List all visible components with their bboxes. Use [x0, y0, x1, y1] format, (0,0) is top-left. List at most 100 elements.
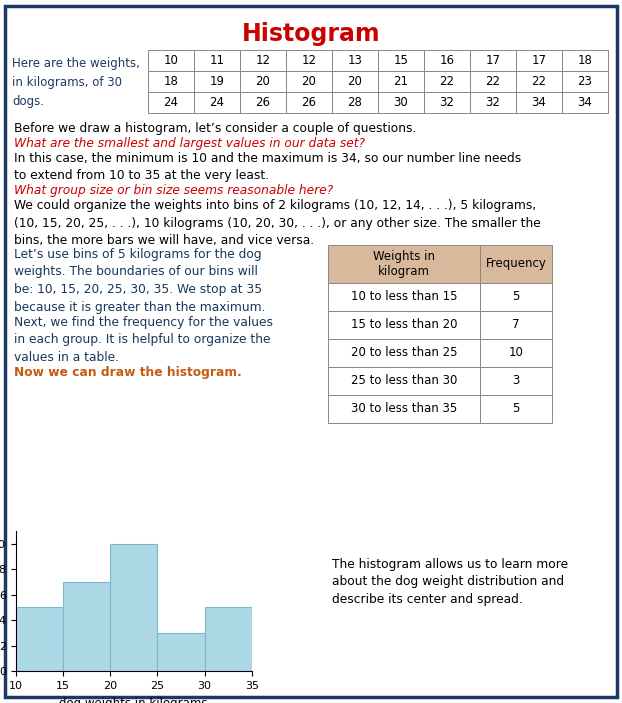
- Bar: [328, 245, 480, 283]
- Text: 28: 28: [348, 96, 363, 109]
- Text: 26: 26: [256, 96, 271, 109]
- Text: 20 to less than 25: 20 to less than 25: [351, 347, 457, 359]
- Text: 10: 10: [164, 54, 179, 67]
- Bar: [516, 50, 562, 71]
- Text: 7: 7: [513, 318, 520, 332]
- Text: 18: 18: [164, 75, 179, 88]
- Text: 3: 3: [513, 375, 520, 387]
- Text: 5: 5: [513, 290, 520, 304]
- Text: Let’s use bins of 5 kilograms for the dog
weights. The boundaries of our bins wi: Let’s use bins of 5 kilograms for the do…: [14, 248, 266, 314]
- Bar: [63, 582, 110, 671]
- Bar: [378, 92, 424, 113]
- Bar: [480, 395, 552, 423]
- Bar: [480, 245, 552, 283]
- Text: 19: 19: [210, 75, 225, 88]
- Text: 15: 15: [394, 54, 409, 67]
- Text: Next, we find the frequency for the values
in each group. It is helpful to organ: Next, we find the frequency for the valu…: [14, 316, 273, 364]
- Bar: [516, 92, 562, 113]
- Bar: [470, 50, 516, 71]
- Bar: [194, 92, 240, 113]
- Bar: [378, 71, 424, 92]
- Text: Before we draw a histogram, let’s consider a couple of questions.: Before we draw a histogram, let’s consid…: [14, 122, 416, 135]
- Text: 23: 23: [578, 75, 592, 88]
- Bar: [148, 50, 194, 71]
- Text: 20: 20: [348, 75, 363, 88]
- Text: 10: 10: [509, 347, 524, 359]
- Bar: [470, 71, 516, 92]
- Bar: [16, 607, 63, 671]
- Text: 32: 32: [440, 96, 455, 109]
- Text: 12: 12: [256, 54, 271, 67]
- Text: 22: 22: [532, 75, 547, 88]
- Bar: [470, 92, 516, 113]
- Text: 12: 12: [302, 54, 317, 67]
- Bar: [148, 71, 194, 92]
- Text: 10 to less than 15: 10 to less than 15: [351, 290, 457, 304]
- Text: What group size or bin size seems reasonable here?: What group size or bin size seems reason…: [14, 184, 333, 197]
- Text: 24: 24: [210, 96, 225, 109]
- Bar: [194, 71, 240, 92]
- Bar: [240, 50, 286, 71]
- Bar: [286, 71, 332, 92]
- Text: 20: 20: [302, 75, 317, 88]
- Text: 32: 32: [486, 96, 501, 109]
- Bar: [328, 367, 480, 395]
- Text: 21: 21: [394, 75, 409, 88]
- Text: 30 to less than 35: 30 to less than 35: [351, 403, 457, 415]
- Text: Weights in
kilogram: Weights in kilogram: [373, 250, 435, 278]
- Bar: [157, 633, 205, 671]
- Bar: [240, 71, 286, 92]
- Bar: [516, 71, 562, 92]
- Bar: [205, 607, 252, 671]
- Text: 11: 11: [210, 54, 225, 67]
- Bar: [562, 71, 608, 92]
- Text: 5: 5: [513, 403, 520, 415]
- Bar: [378, 50, 424, 71]
- Text: Now we can draw the histogram.: Now we can draw the histogram.: [14, 366, 242, 379]
- Text: Here are the weights,
in kilograms, of 30
dogs.: Here are the weights, in kilograms, of 3…: [12, 57, 140, 108]
- Text: The histogram allows us to learn more
about the dog weight distribution and
desc: The histogram allows us to learn more ab…: [332, 558, 568, 606]
- Text: 34: 34: [532, 96, 547, 109]
- Bar: [480, 339, 552, 367]
- Text: 17: 17: [532, 54, 547, 67]
- Bar: [148, 92, 194, 113]
- Bar: [286, 50, 332, 71]
- Bar: [562, 92, 608, 113]
- Bar: [480, 283, 552, 311]
- Bar: [328, 311, 480, 339]
- Text: 18: 18: [578, 54, 592, 67]
- Bar: [424, 50, 470, 71]
- Text: Histogram: Histogram: [242, 22, 380, 46]
- Bar: [332, 92, 378, 113]
- Bar: [562, 50, 608, 71]
- Text: 22: 22: [486, 75, 501, 88]
- Bar: [286, 92, 332, 113]
- Text: In this case, the minimum is 10 and the maximum is 34, so our number line needs
: In this case, the minimum is 10 and the …: [14, 152, 521, 183]
- Bar: [332, 71, 378, 92]
- Bar: [480, 311, 552, 339]
- Bar: [332, 50, 378, 71]
- Text: 30: 30: [394, 96, 409, 109]
- Bar: [328, 339, 480, 367]
- Bar: [194, 50, 240, 71]
- Bar: [240, 92, 286, 113]
- Text: We could organize the weights into bins of 2 kilograms (10, 12, 14, . . .), 5 ki: We could organize the weights into bins …: [14, 199, 541, 247]
- Text: 20: 20: [256, 75, 271, 88]
- Text: 13: 13: [348, 54, 363, 67]
- Text: 24: 24: [164, 96, 179, 109]
- Text: 16: 16: [440, 54, 455, 67]
- Text: 22: 22: [440, 75, 455, 88]
- Bar: [328, 283, 480, 311]
- Text: What are the smallest and largest values in our data set?: What are the smallest and largest values…: [14, 137, 365, 150]
- Text: 15 to less than 20: 15 to less than 20: [351, 318, 457, 332]
- Text: 25 to less than 30: 25 to less than 30: [351, 375, 457, 387]
- Text: Frequency: Frequency: [486, 257, 547, 271]
- Bar: [480, 367, 552, 395]
- Bar: [424, 71, 470, 92]
- X-axis label: dog weights in kilograms: dog weights in kilograms: [60, 697, 208, 703]
- Bar: [110, 543, 157, 671]
- Text: 26: 26: [302, 96, 317, 109]
- Text: 34: 34: [578, 96, 592, 109]
- Bar: [424, 92, 470, 113]
- Text: 17: 17: [486, 54, 501, 67]
